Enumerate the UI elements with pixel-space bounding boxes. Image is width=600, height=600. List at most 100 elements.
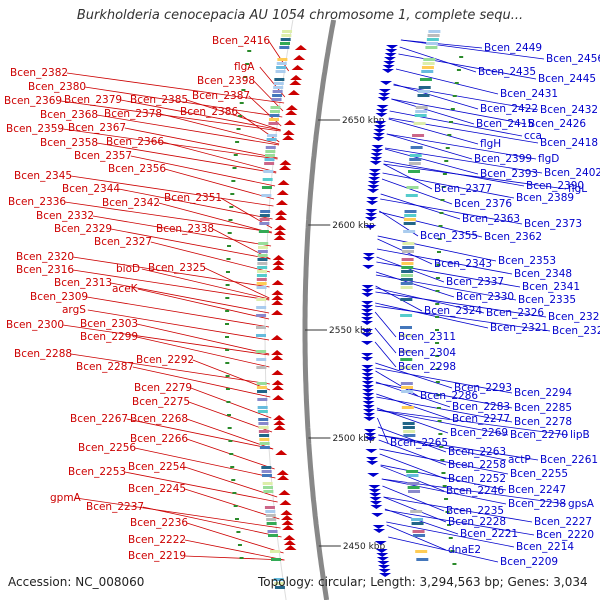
minus-gene-label[interactable]: Bcen_2292 [136,354,194,366]
plus-gene-label[interactable]: Bcen_2326 [486,307,544,319]
minus-gene-label[interactable]: Bcen_2303 [80,318,138,330]
minus-gene-label[interactable]: Bcen_2300 [6,319,64,331]
plus-gene-label[interactable]: Bcen_2373 [524,218,582,230]
plus-gene-label[interactable]: gpsA [568,498,595,510]
minus-gene-label[interactable]: Bcen_2309 [30,291,88,303]
minus-gene-label[interactable]: Bcen_2366 [106,136,164,148]
minus-gene-label[interactable]: Bcen_2379 [64,94,122,106]
plus-gene-label[interactable]: Bcen_2335 [518,294,576,306]
plus-gene-label[interactable]: Bcen_2377 [434,183,492,195]
plus-gene-label[interactable]: Bcen_2209 [500,556,558,568]
plus-gene-label[interactable]: Bcen_2348 [514,268,572,280]
minus-gene-label[interactable]: Bcen_2279 [134,382,192,394]
minus-gene-label[interactable]: Bcen_2332 [36,210,94,222]
minus-gene-label[interactable]: Bcen_2288 [14,348,72,360]
minus-gene-label[interactable]: Bcen_2237 [86,501,144,513]
plus-gene-label[interactable]: Bcen_2283 [452,401,510,413]
plus-gene-label[interactable]: Bcen_2418 [540,137,598,149]
plus-gene-label[interactable]: Bcen_2449 [484,42,542,54]
plus-gene-label[interactable]: Bcen_2235 [446,505,504,517]
minus-gene-label[interactable]: Bcen_2320 [16,251,74,263]
plus-gene-label[interactable]: Bcen_2228 [448,516,506,528]
plus-gene-label[interactable]: Bcen_2265 [390,437,448,449]
plus-gene-label[interactable]: flgH [480,138,501,150]
plus-gene-label[interactable]: Bcen_2426 [528,118,586,130]
minus-gene-label[interactable]: Bcen_2345 [14,170,72,182]
plus-gene-label[interactable]: Bcen_2343 [434,258,492,270]
plus-gene-label[interactable]: Bcen_2390 [526,180,584,192]
plus-gene-label[interactable]: Bcen_2221 [460,528,518,540]
plus-gene-label[interactable]: Bcen_2456 [546,53,600,65]
minus-gene-label[interactable]: argS [62,304,86,316]
plus-gene-label[interactable]: Bcen_2298 [398,361,456,373]
plus-gene-label[interactable]: cca [524,130,542,142]
plus-gene-label[interactable]: Bcen_2362 [484,231,542,243]
plus-gene-label[interactable]: Bcen_2304 [398,347,456,359]
plus-gene-label[interactable]: Bcen_2431 [500,88,558,100]
plus-gene-label[interactable]: Bcen_2445 [538,73,596,85]
minus-gene-label[interactable]: aceK [112,283,139,295]
plus-gene-label[interactable]: Bcen_2355 [420,230,478,242]
plus-gene-label[interactable]: Bcen_2353 [498,255,556,267]
plus-gene-label[interactable]: Bcen_2376 [454,198,512,210]
plus-gene-label[interactable]: actP [508,454,531,466]
minus-gene-label[interactable]: Bcen_2222 [128,534,186,546]
minus-gene-label[interactable]: Bcen_2385 [130,94,188,106]
minus-gene-label[interactable]: Bcen_2327 [94,236,152,248]
minus-gene-label[interactable]: Bcen_2275 [132,396,190,408]
plus-gene-label[interactable]: Bcen_2321 [490,322,548,334]
minus-gene-label[interactable]: Bcen_2316 [16,264,74,276]
plus-gene-label[interactable]: Bcen_2363 [462,213,520,225]
minus-gene-label[interactable]: Bcen_2256 [78,442,136,454]
minus-gene-label[interactable]: Bcen_2357 [74,150,132,162]
minus-gene-label[interactable]: Bcen_2367 [68,122,126,134]
plus-gene-label[interactable]: Bcen_2422 [480,103,538,115]
plus-gene-label[interactable]: Bcen_2238 [508,498,566,510]
plus-gene-label[interactable]: Bcen_2330 [456,291,514,303]
minus-gene-label[interactable]: Bcen_2266 [130,433,188,445]
plus-gene-label[interactable]: Bcen_2415 [476,118,534,130]
plus-gene-label[interactable]: Bcen_2214 [516,541,574,553]
plus-gene-label[interactable]: Bcen_2277 [452,413,510,425]
plus-gene-label[interactable]: Bcen_2261 [540,454,598,466]
plus-gene-label[interactable]: Bcen_2432 [540,104,598,116]
minus-gene-label[interactable]: Bcen_2369 [4,95,62,107]
minus-gene-label[interactable]: Bcen_2336 [8,196,66,208]
plus-gene-label[interactable]: Bcen_2435 [478,66,536,78]
plus-gene-label[interactable]: Bcen_2324 [424,305,482,317]
minus-gene-label[interactable]: Bcen_2299 [80,331,138,343]
plus-gene-label[interactable]: Bcen_2258 [448,459,506,471]
plus-gene-label[interactable]: Bcen_2220 [536,529,594,541]
minus-gene-label[interactable]: Bcen_2382 [10,67,68,79]
minus-gene-label[interactable]: Bcen_2325 [148,262,206,274]
minus-gene-label[interactable]: Bcen_2267 [70,413,128,425]
plus-gene-label[interactable]: Bcen_2293 [454,382,512,394]
minus-gene-label[interactable]: Bcen_2358 [40,137,98,149]
minus-gene-label[interactable]: Bcen_2351 [164,192,222,204]
minus-gene-label[interactable]: bioD [116,263,140,275]
minus-gene-label[interactable]: flgA [234,61,255,73]
plus-gene-label[interactable]: Bcen_2294 [514,387,572,399]
plus-gene-label[interactable]: Bcen_2247 [508,484,566,496]
minus-gene-label[interactable]: Bcen_2356 [108,163,166,175]
minus-gene-label[interactable]: Bcen_2245 [128,483,186,495]
minus-gene-label[interactable]: Bcen_2254 [128,461,186,473]
plus-gene-label[interactable]: Bcen_2263 [448,446,506,458]
plus-gene-label[interactable]: Bcen_2269 [450,427,508,439]
minus-gene-label[interactable]: Bcen_2368 [40,109,98,121]
minus-gene-label[interactable]: Bcen_2416 [212,35,270,47]
minus-gene-label[interactable]: Bcen_2338 [156,223,214,235]
minus-gene-label[interactable]: Bcen_2378 [104,108,162,120]
minus-gene-label[interactable]: Bcen_2387 [192,90,250,102]
minus-gene-label[interactable]: Bcen_2253 [68,466,126,478]
minus-gene-label[interactable]: Bcen_2359 [6,123,64,135]
plus-gene-label[interactable]: Bcen_2337 [446,276,504,288]
minus-gene-label[interactable]: Bcen_2287 [76,361,134,373]
minus-gene-label[interactable]: Bcen_2219 [128,550,186,562]
plus-gene-label[interactable]: Bcen_2246 [446,485,504,497]
plus-gene-label[interactable]: lipB [570,429,590,441]
plus-gene-label[interactable]: Bcen_2402 [544,167,600,179]
plus-gene-label[interactable]: Bcen_2389 [516,192,574,204]
plus-gene-label[interactable]: Bcen_2328 [548,311,600,323]
plus-gene-label[interactable]: Bcen_2285 [514,402,572,414]
